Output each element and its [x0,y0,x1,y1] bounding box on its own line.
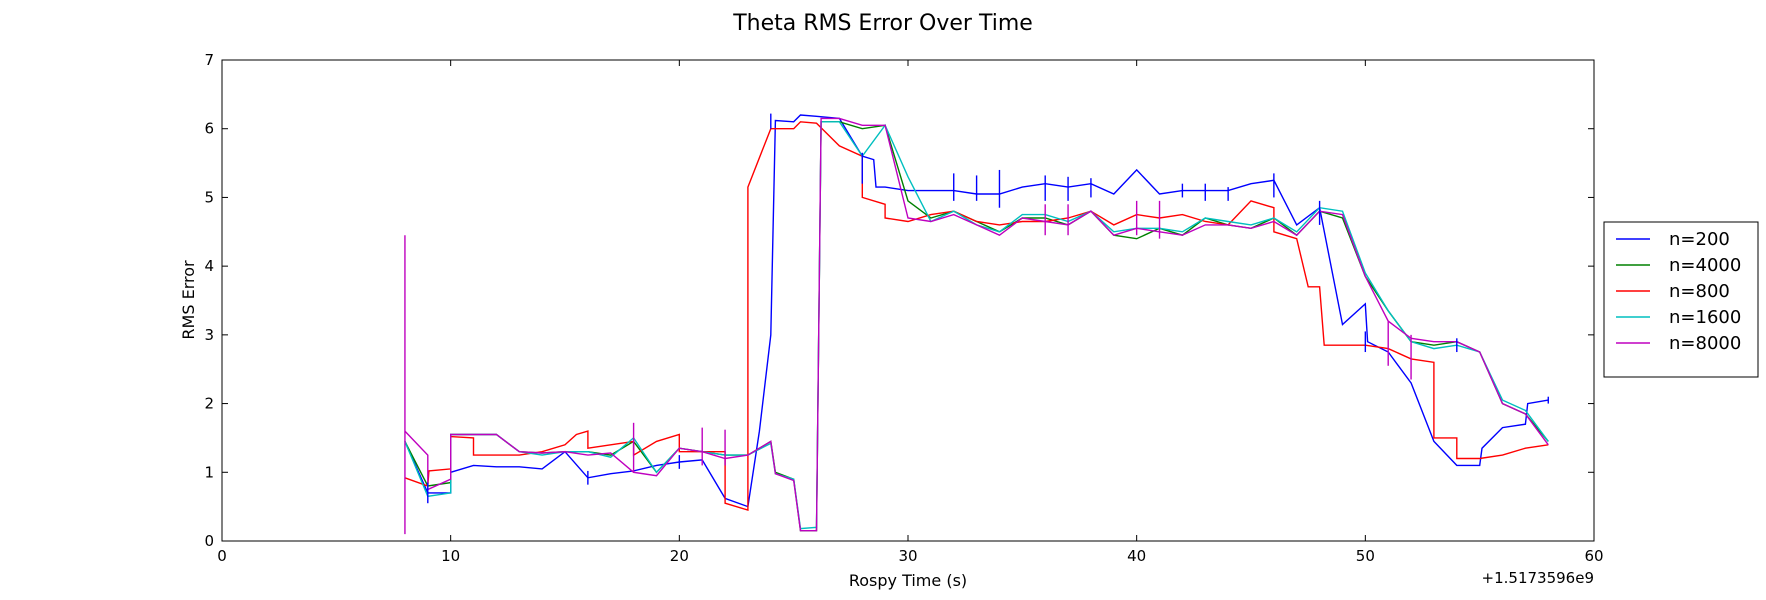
y-axis-label: RMS Error [179,260,198,340]
x-tick-label: 0 [217,547,227,565]
x-axis-offset-label: +1.5173596e9 [1482,569,1594,587]
x-tick-label: 60 [1584,547,1603,565]
x-axis-label: Rospy Time (s) [849,571,967,590]
legend-label: n=200 [1669,229,1730,250]
y-tick-label: 3 [204,326,214,344]
series-line-3 [404,121,1549,512]
y-tick-label: 2 [204,395,214,413]
x-tick-label: 30 [898,547,917,565]
legend-frame [1603,221,1759,378]
legend-label: n=4000 [1669,255,1741,276]
x-tick-label: 10 [441,547,460,565]
legend-label: n=1600 [1669,307,1741,328]
legend-items: n=200 n=4000 n=800 n=1600 n=8000 [1616,229,1741,354]
legend: n=200 n=4000 n=800 n=1600 n=8000 [1603,221,1759,378]
y-tick-label: 1 [204,463,214,481]
legend-label: n=8000 [1669,333,1741,354]
legend-label: n=800 [1669,281,1730,302]
x-tick-label: 50 [1356,547,1375,565]
y-tick-label: 7 [204,51,214,69]
axis-ticks: 0 10 20 30 40 50 60 0 1 2 3 4 5 6 7 [204,51,1603,565]
series-line-1 [404,114,1549,508]
plot-area: 0 10 20 30 40 50 60 0 1 2 3 4 5 6 7 [204,51,1603,565]
y-tick-label: 5 [204,188,214,206]
series-group [404,113,1549,535]
series-line-5 [404,117,1549,532]
y-tick-label: 0 [204,532,214,550]
x-tick-label: 20 [670,547,689,565]
y-tick-label: 4 [204,257,214,275]
chart-title: Theta RMS Error Over Time [732,11,1033,36]
x-tick-label: 40 [1127,547,1146,565]
y-tick-label: 6 [204,120,214,138]
